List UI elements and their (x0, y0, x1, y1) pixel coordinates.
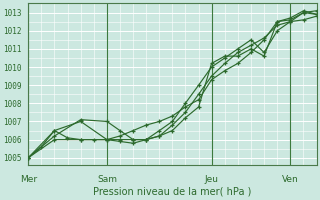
X-axis label: Pression niveau de la mer( hPa ): Pression niveau de la mer( hPa ) (93, 187, 252, 197)
